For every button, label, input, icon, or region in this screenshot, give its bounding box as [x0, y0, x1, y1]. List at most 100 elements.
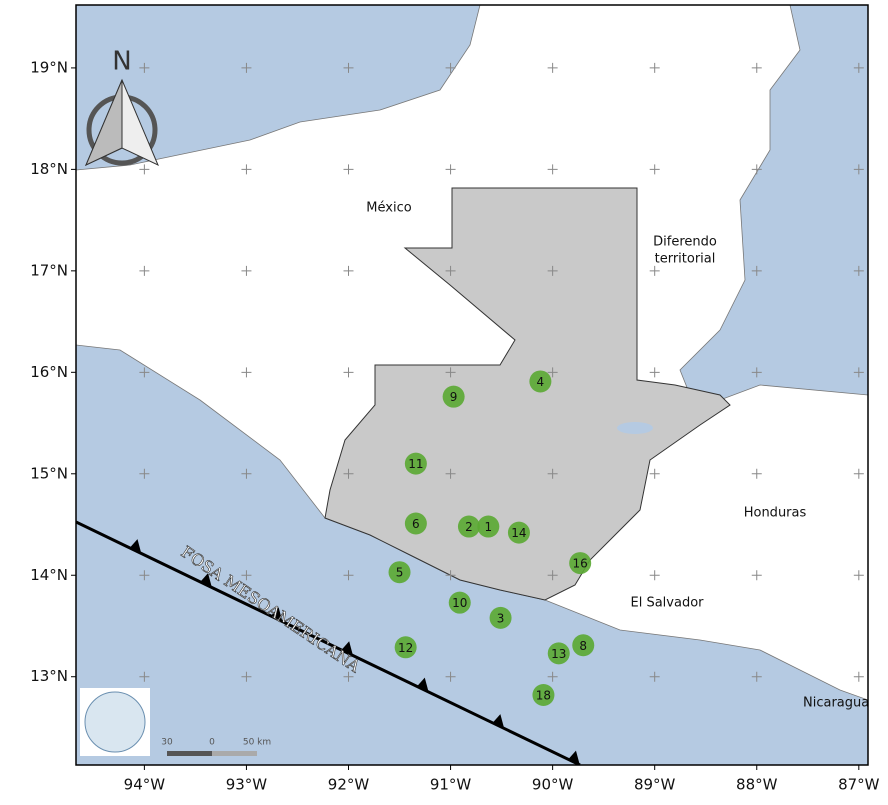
trench-tooth	[492, 714, 505, 730]
grid-cross	[649, 62, 660, 73]
place-label: territorial	[655, 252, 716, 267]
grid-cross	[751, 468, 762, 479]
trench-tooth	[341, 641, 354, 657]
epicenter	[448, 591, 471, 614]
y-tick-label: 17°N	[30, 261, 68, 279]
scale-label: 0	[209, 738, 215, 748]
grid-cross	[343, 570, 354, 581]
epicenter	[388, 561, 411, 584]
grid-cross	[547, 62, 558, 73]
epicenter-label: 3	[497, 611, 505, 625]
x-tick-label: 88°W	[736, 776, 778, 794]
grid-cross	[343, 367, 354, 378]
epicenter	[569, 552, 592, 575]
grid-cross	[547, 671, 558, 682]
epicenter	[489, 606, 512, 629]
x-tick-label: 92°W	[328, 776, 370, 794]
grid-cross	[445, 265, 456, 276]
grid-cross	[751, 570, 762, 581]
grid-cross	[751, 671, 762, 682]
grid-cross	[649, 164, 660, 175]
place-label: Nicaragua	[803, 696, 869, 711]
scale-label: 30	[161, 738, 173, 748]
grid-cross	[751, 62, 762, 73]
grid-cross	[241, 164, 252, 175]
grid-cross	[649, 265, 660, 276]
grid-cross	[241, 671, 252, 682]
grid-cross	[547, 164, 558, 175]
grid-cross	[853, 671, 864, 682]
trench-tooth	[270, 607, 283, 623]
grid-cross	[139, 62, 150, 73]
grid-cross	[649, 671, 660, 682]
epicenter-label: 13	[551, 647, 566, 661]
epicenter	[404, 452, 427, 475]
grid-cross	[445, 468, 456, 479]
logo	[84, 691, 146, 753]
grid-cross	[853, 570, 864, 581]
grid-cross	[343, 468, 354, 479]
grid-cross	[445, 62, 456, 73]
grid-cross	[751, 164, 762, 175]
x-tick-label: 94°W	[124, 776, 166, 794]
epicenter	[507, 521, 530, 544]
grid-cross	[853, 62, 864, 73]
grid-cross	[139, 265, 150, 276]
epicenter	[394, 636, 417, 659]
scale-bar: 30 0 50 km	[161, 738, 271, 756]
north-arrow: N	[85, 47, 159, 167]
scale-label: 50 km	[243, 738, 271, 748]
epicenter-label: 2	[465, 520, 473, 534]
y-tick-label: 15°N	[30, 464, 68, 482]
grid-cross	[139, 570, 150, 581]
epicenter-label: 8	[579, 639, 587, 653]
x-tick-label: 91°W	[430, 776, 472, 794]
grid-cross	[751, 265, 762, 276]
epicenter-label: 16	[573, 557, 588, 571]
grid-cross	[139, 671, 150, 682]
trench-tooth	[567, 750, 580, 765]
x-tick-label: 89°W	[634, 776, 676, 794]
grid-cross	[241, 62, 252, 73]
epicenter	[547, 642, 570, 665]
grid-cross	[649, 570, 660, 581]
grid-cross	[445, 164, 456, 175]
axes: 94°W 93°W 92°W 91°W 90°W 89°W 88°W 87°W 19°N 18°N…	[30, 58, 880, 793]
grid-cross	[343, 671, 354, 682]
y-tick-label: 13°N	[30, 667, 68, 685]
epicenter	[457, 515, 480, 538]
grid-cross	[445, 367, 456, 378]
north-label: N	[112, 47, 131, 77]
grid-cross	[139, 468, 150, 479]
grid-cross	[343, 62, 354, 73]
map-body: México Diferendo territorial Honduras El…	[76, 5, 869, 765]
epicenter-label: 10	[452, 596, 467, 610]
epicenter	[477, 515, 500, 538]
grid-cross	[649, 468, 660, 479]
x-tick-label: 93°W	[226, 776, 268, 794]
grid-cross	[343, 265, 354, 276]
place-label: Honduras	[744, 506, 807, 521]
grid-cross	[547, 265, 558, 276]
y-tick-label: 14°N	[30, 566, 68, 584]
grid-cross	[139, 164, 150, 175]
grid-cross	[241, 570, 252, 581]
grid-cross	[139, 367, 150, 378]
epicenter-label: 18	[536, 688, 551, 702]
grid-cross	[241, 468, 252, 479]
x-tick-label: 87°W	[838, 776, 880, 794]
grid-cross	[649, 367, 660, 378]
epicenter	[404, 512, 427, 535]
x-tick-label: 90°W	[532, 776, 574, 794]
grid-cross	[853, 164, 864, 175]
grid-cross	[751, 367, 762, 378]
grid-cross	[241, 265, 252, 276]
guatemala	[324, 187, 731, 601]
epicenter-label: 1	[485, 520, 493, 534]
trench	[76, 520, 581, 765]
y-tick-label: 18°N	[30, 160, 68, 178]
trench-tooth	[129, 539, 142, 555]
epicenter-label: 4	[537, 375, 545, 389]
grid-cross	[853, 265, 864, 276]
